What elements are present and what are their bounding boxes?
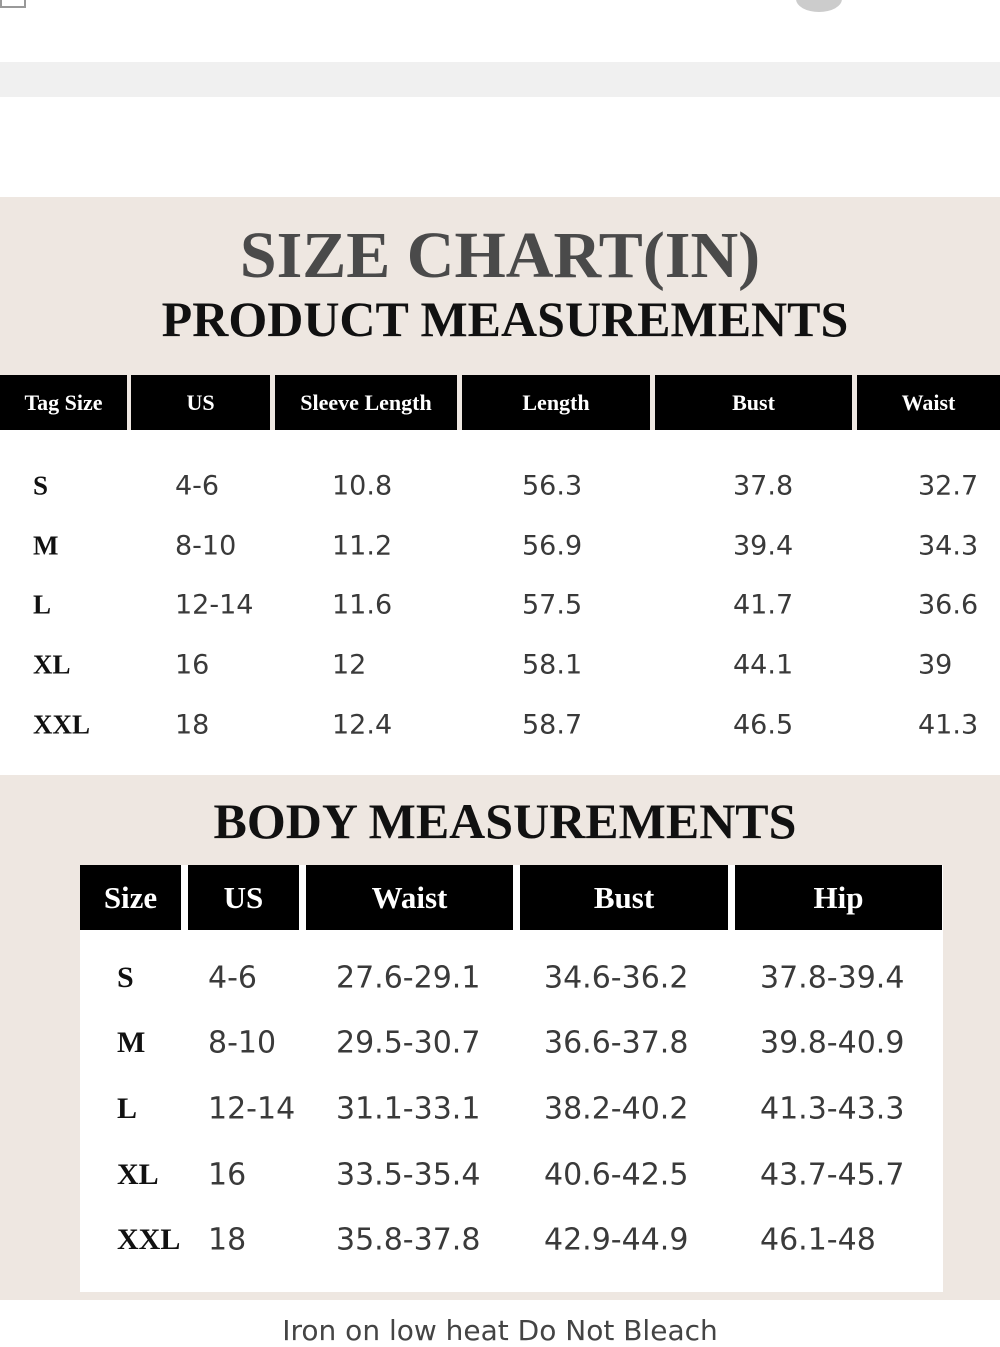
table-cell: 46.1-48 [760, 1222, 876, 1258]
column-header: Waist [857, 375, 1000, 430]
size-label: M [117, 1026, 146, 1059]
icon [0, 0, 26, 8]
size-label: M [33, 530, 59, 561]
table-cell: 18 [175, 709, 210, 741]
column-header: Bust [655, 375, 852, 430]
table-cell: 35.8-37.8 [336, 1222, 481, 1258]
column-header: Sleeve Length [275, 375, 457, 430]
table-cell: 40.6-42.5 [544, 1157, 689, 1193]
column-header: Tag Size [0, 375, 127, 430]
button[interactable] [796, 0, 842, 12]
column-header: US [131, 375, 270, 430]
column-header: Bust [520, 865, 728, 930]
body-section [0, 775, 1000, 1300]
table-cell: 38.2-40.2 [544, 1091, 689, 1127]
table-cell: 58.1 [522, 649, 583, 681]
table-cell: 32.7 [918, 470, 979, 502]
table-cell: 18 [208, 1222, 247, 1258]
table-cell: 12-14 [208, 1091, 296, 1127]
table-cell: 11.6 [332, 589, 393, 621]
size-label: S [33, 470, 49, 501]
column-header: US [188, 865, 299, 930]
care-text: Iron on low heat Do Not Bleach [282, 1314, 718, 1347]
section-title: BODY MEASUREMENTS [213, 793, 797, 849]
size-label: L [117, 1092, 138, 1125]
size-label: L [33, 589, 52, 620]
top-bar [0, 0, 1000, 60]
table-cell: 8-10 [175, 530, 237, 562]
table-cell: 56.9 [522, 530, 583, 562]
chart-title: SIZE CHART(IN) [239, 219, 761, 292]
table-cell: 10.8 [332, 470, 393, 502]
table-cell: 37.8 [733, 470, 794, 502]
table-cell: 29.5-30.7 [336, 1025, 481, 1061]
table-cell: 37.8-39.4 [760, 960, 905, 996]
size-label: XL [117, 1158, 159, 1191]
table-cell: 41.7 [733, 589, 794, 621]
table-cell: 27.6-29.1 [336, 960, 481, 996]
table-cell: 4-6 [175, 470, 220, 502]
table-cell: 33.5-35.4 [336, 1157, 481, 1193]
size-label: XXL [33, 709, 91, 740]
table-cell: 57.5 [522, 589, 583, 621]
column-header: Length [462, 375, 650, 430]
table-cell: 43.7-45.7 [760, 1157, 905, 1193]
table-cell: 16 [175, 649, 210, 681]
table-cell: 34.6-36.2 [544, 960, 689, 996]
table-cell: 39.4 [733, 530, 794, 562]
table-cell: 12-14 [175, 589, 254, 621]
column-header: Waist [306, 865, 513, 930]
table-cell: 31.1-33.1 [336, 1091, 481, 1127]
divider-band [0, 62, 1000, 97]
table-cell: 12 [332, 649, 367, 681]
table-cell: 8-10 [208, 1025, 277, 1061]
size-label: S [117, 961, 134, 994]
table-cell: 44.1 [733, 649, 794, 681]
table-cell: 39.8-40.9 [760, 1025, 905, 1061]
table-cell: 34.3 [918, 530, 979, 562]
section-title: PRODUCT MEASUREMENTS [161, 291, 849, 347]
table-cell: 58.7 [522, 709, 583, 741]
table-cell: 41.3-43.3 [760, 1091, 905, 1127]
table-cell: 46.5 [733, 709, 794, 741]
table-cell: 36.6 [918, 589, 979, 621]
table-cell: 39 [918, 649, 953, 681]
column-header: Size [80, 865, 181, 930]
table-cell: 4-6 [208, 960, 257, 996]
table-cell: 12.4 [332, 709, 393, 741]
table-cell: 16 [208, 1157, 247, 1193]
table-cell: 42.9-44.9 [544, 1222, 689, 1258]
column-header: Hip [735, 865, 942, 930]
product-rows-bg [0, 430, 1000, 775]
body-table-bg [80, 865, 943, 1292]
size-label: XL [33, 649, 71, 680]
size-label: XXL [117, 1223, 181, 1256]
table-cell: 11.2 [332, 530, 393, 562]
table-cell: 56.3 [522, 470, 583, 502]
table-cell: 36.6-37.8 [544, 1025, 689, 1061]
table-cell: 41.3 [918, 709, 979, 741]
product-section [0, 197, 1000, 775]
